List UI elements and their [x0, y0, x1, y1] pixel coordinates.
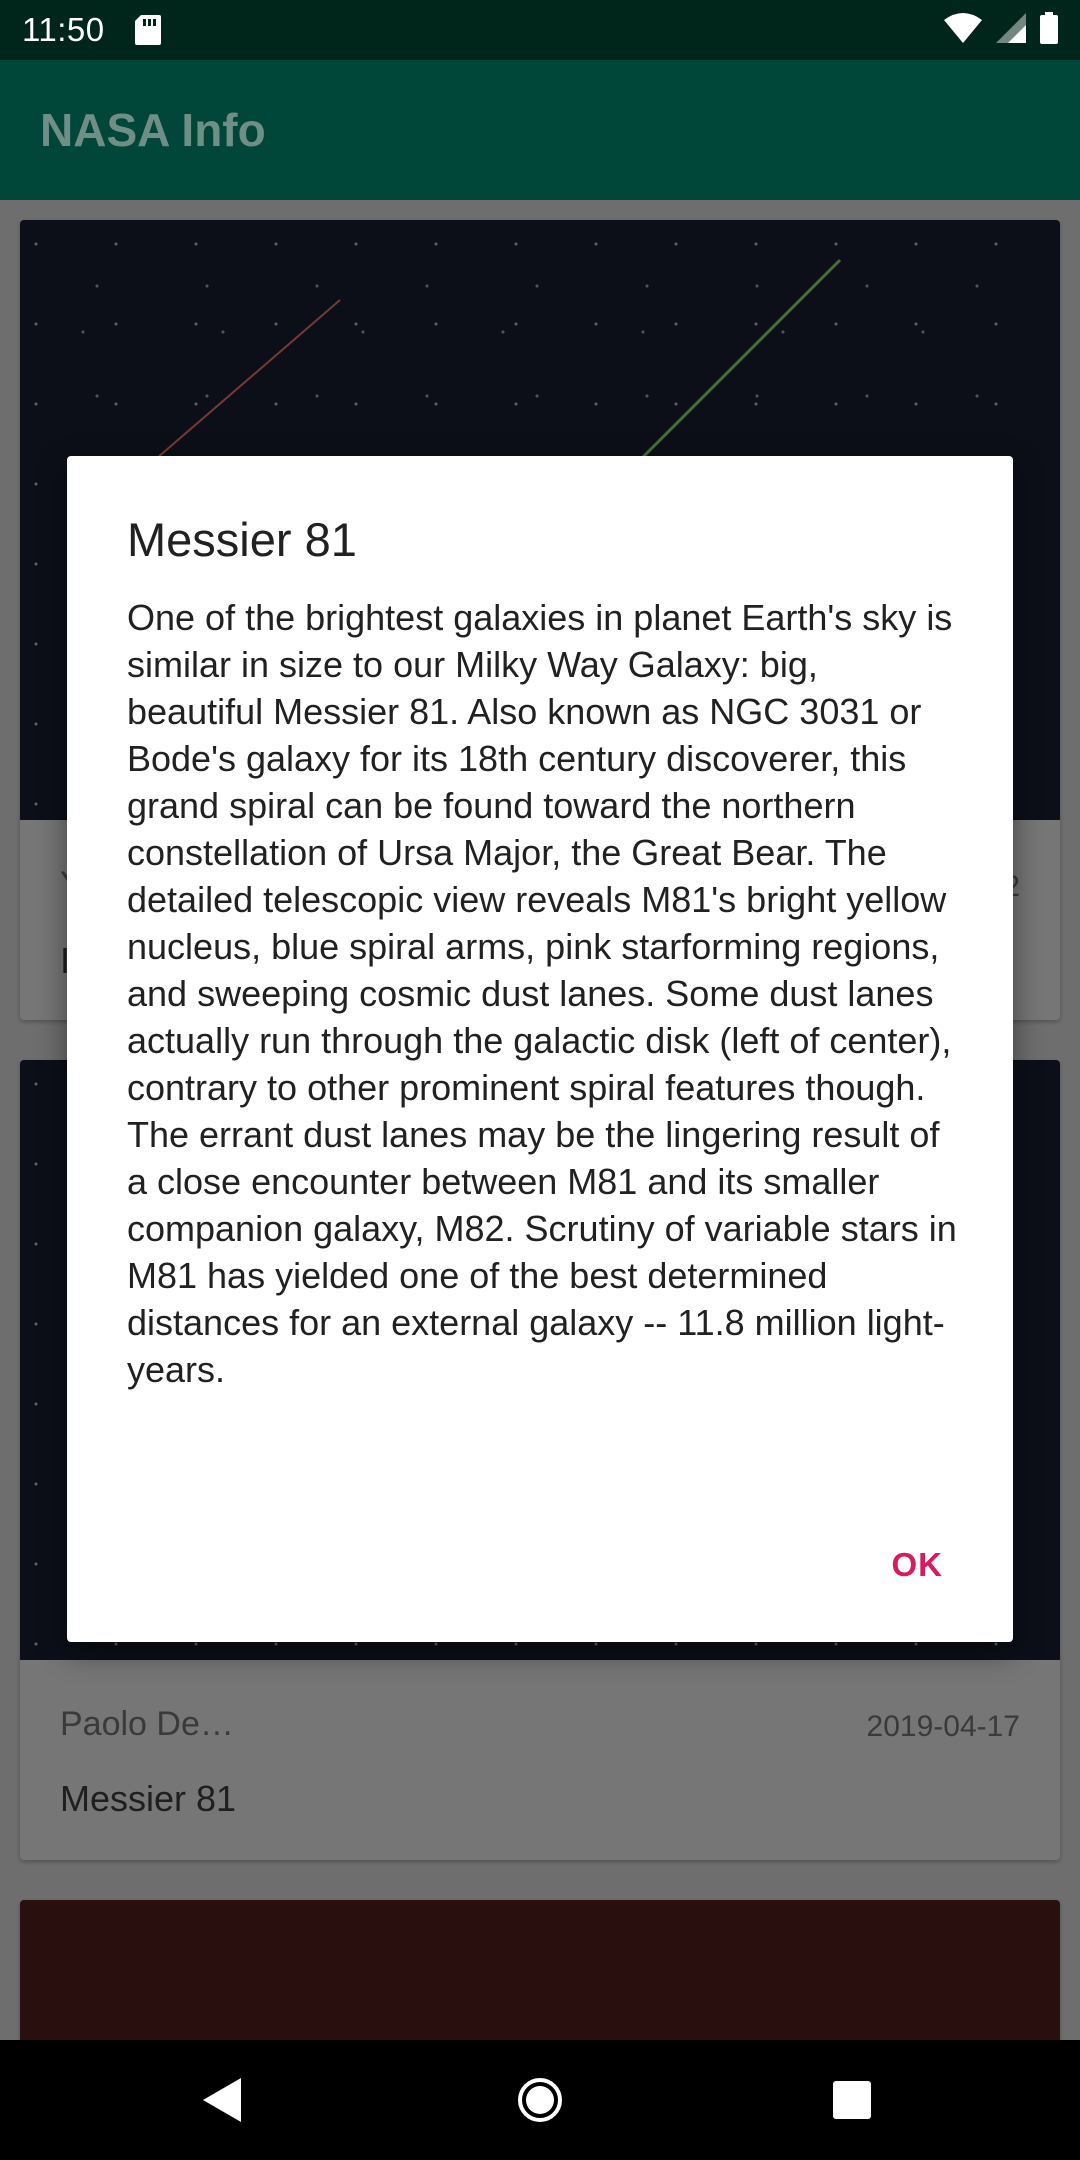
wifi-icon — [944, 12, 982, 48]
sd-card-icon — [134, 15, 161, 45]
status-time: 11:50 — [22, 11, 105, 48]
card-title: I — [60, 940, 71, 981]
list-item[interactable] — [20, 1900, 1060, 2040]
card-author: Paolo De… — [60, 1705, 234, 1743]
card-image — [20, 1900, 1060, 2040]
status-bar: 11:50 — [0, 0, 1080, 60]
home-icon[interactable] — [516, 2040, 564, 2160]
app-title: NASA Info — [40, 104, 266, 156]
battery-icon — [1040, 11, 1058, 49]
signal-icon — [996, 12, 1026, 48]
status-icons — [944, 11, 1058, 49]
recents-icon[interactable] — [832, 2040, 872, 2160]
card-date: 2019-04-17 — [866, 1710, 1020, 1743]
ok-button[interactable]: OK — [891, 1546, 943, 1583]
app-bar: NASA Info — [0, 60, 1080, 200]
back-icon[interactable] — [203, 2040, 243, 2160]
navigation-bar — [0, 2040, 1080, 2160]
alert-dialog: Messier 81 One of the brightest galaxies… — [67, 456, 1013, 1642]
dialog-message: One of the brightest galaxies in planet … — [127, 597, 957, 1390]
card-title: Messier 81 — [60, 1778, 237, 1819]
dialog-title: Messier 81 — [127, 513, 357, 566]
